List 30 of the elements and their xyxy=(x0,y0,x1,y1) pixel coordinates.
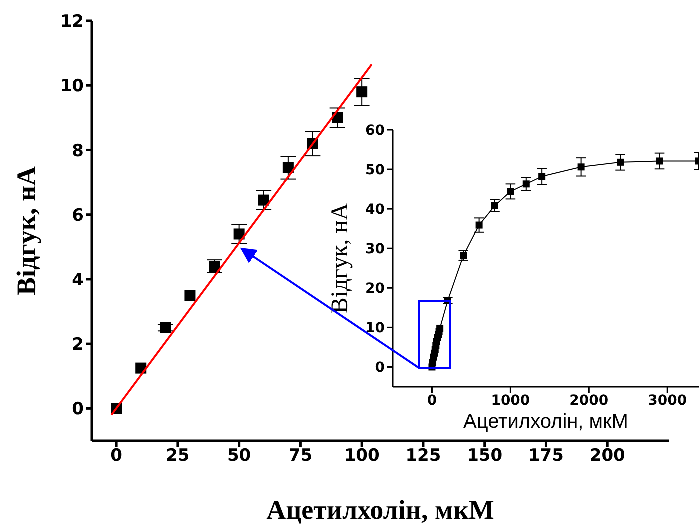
x-tick-label: 1000 xyxy=(491,392,530,409)
x-tick-label: 3000 xyxy=(648,392,688,409)
y-tick-label: 0 xyxy=(375,360,386,376)
x-tick-label: 0 xyxy=(110,446,123,466)
y-tick-label: 2 xyxy=(72,335,84,356)
x-tick-label: 100 xyxy=(344,446,380,466)
x-tick-label: 75 xyxy=(288,446,313,466)
x-tick-label: 2000 xyxy=(570,392,609,409)
y-tick-label: 40 xyxy=(366,202,386,218)
y-tick-label: 60 xyxy=(366,122,386,139)
y-tick-label: 6 xyxy=(72,206,84,226)
x-axis-title: Ацетилхолін, мкМ xyxy=(266,495,494,525)
x-tick-label: 0 xyxy=(427,392,438,409)
y-tick-label: 10 xyxy=(60,76,84,97)
x-tick-label: 50 xyxy=(227,446,252,466)
y-tick-label: 50 xyxy=(366,162,386,179)
x-tick-label: 150 xyxy=(467,446,503,466)
y-axis-title: Відгук, нА xyxy=(12,166,42,296)
x-axis-title: Ацетилхолін, мкМ xyxy=(464,411,628,433)
x-tick-label: 25 xyxy=(166,446,190,466)
y-tick-label: 10 xyxy=(366,320,386,337)
y-tick-label: 20 xyxy=(366,281,386,298)
y-axis-title: Відгук, нА xyxy=(328,202,354,314)
y-tick-label: 30 xyxy=(366,242,386,258)
y-tick-label: 12 xyxy=(60,12,84,32)
y-tick-label: 4 xyxy=(72,270,84,290)
x-tick-label: 200 xyxy=(590,446,626,466)
x-tick-label: 125 xyxy=(406,446,442,466)
y-tick-label: 8 xyxy=(72,141,84,162)
x-tick-label: 175 xyxy=(528,446,564,466)
